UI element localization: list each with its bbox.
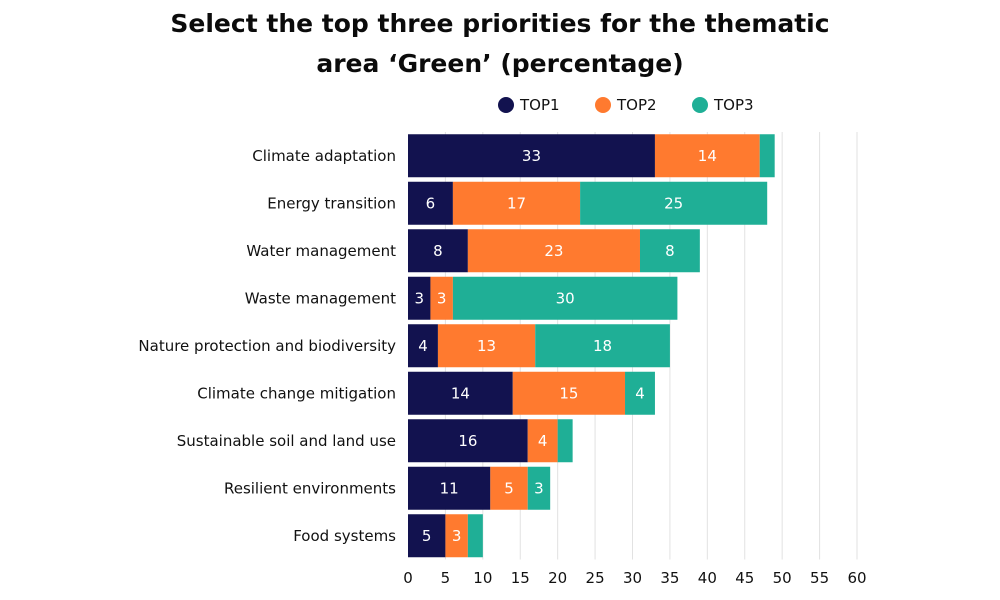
bar-segment-top2	[445, 514, 468, 558]
bar-segment-top1	[408, 371, 513, 415]
bar-segment-top2	[527, 419, 558, 463]
bar-segment-top1	[408, 276, 431, 320]
chart-title-line-1: Select the top three priorities for the …	[170, 9, 830, 38]
x-tick-label: 15	[511, 569, 530, 587]
bar-segment-top2	[654, 134, 760, 178]
data-label: 8	[665, 242, 675, 260]
category-label: Sustainable soil and land use	[177, 432, 396, 450]
bar-segment-top2	[437, 324, 536, 368]
data-label: 18	[593, 337, 612, 355]
data-label: 3	[437, 289, 447, 307]
data-label: 3	[452, 527, 462, 545]
data-label: 33	[522, 147, 541, 165]
bar-segment-top2	[467, 229, 640, 273]
bar-segment-top3	[625, 371, 655, 415]
data-label: 30	[556, 289, 575, 307]
data-label: 23	[544, 242, 563, 260]
category-label: Water management	[246, 242, 396, 260]
category-label: Energy transition	[267, 194, 396, 212]
data-label: 14	[451, 384, 470, 402]
x-tick-label: 50	[773, 569, 792, 587]
category-label: Climate adaptation	[252, 147, 396, 165]
legend-label-top1: TOP1	[519, 96, 560, 114]
legend-marker-top2	[595, 97, 611, 113]
bar-segment-top1	[408, 181, 453, 225]
data-label: 6	[426, 194, 436, 212]
data-label: 16	[458, 432, 477, 450]
bar-segment-top1	[408, 466, 491, 510]
legend-label-top3: TOP3	[713, 96, 754, 114]
category-label: Food systems	[293, 527, 396, 545]
category-label: Resilient environments	[224, 479, 396, 497]
bar-segment-top1	[408, 419, 528, 463]
data-label: 11	[440, 479, 459, 497]
data-label: 3	[534, 479, 544, 497]
chart-title-line-2: area ‘Green’ (percentage)	[316, 49, 684, 78]
x-tick-label: 35	[660, 569, 679, 587]
category-label: Climate change mitigation	[197, 384, 396, 402]
bar-segment-top3	[557, 419, 573, 463]
bar-segment-top2	[512, 371, 626, 415]
bar-segment-top1	[408, 514, 446, 558]
data-label: 5	[504, 479, 514, 497]
x-tick-label: 20	[548, 569, 567, 587]
data-label: 4	[538, 432, 548, 450]
data-label: 14	[698, 147, 717, 165]
bar-segment-top3	[452, 276, 678, 320]
data-label: 4	[418, 337, 428, 355]
bar-segment-top3	[527, 466, 551, 510]
x-tick-label: 55	[810, 569, 829, 587]
bar-segment-top1	[408, 229, 468, 273]
x-axis-ticks: 0 5 10 15 20 25 30 35 40 45 50 55 60	[403, 569, 866, 587]
legend-label-top2: TOP2	[616, 96, 657, 114]
data-label: 3	[414, 289, 424, 307]
bar-segment-top3	[535, 324, 670, 368]
x-tick-label: 30	[623, 569, 642, 587]
x-tick-label: 60	[847, 569, 866, 587]
x-tick-label: 25	[586, 569, 605, 587]
bar-segment-top3	[639, 229, 700, 273]
bar-segment-top3	[467, 514, 483, 558]
category-label: Nature protection and biodiversity	[138, 337, 396, 355]
x-tick-label: 45	[735, 569, 754, 587]
chart-title: Select the top three priorities for the …	[0, 4, 1000, 84]
bar-segment-top3	[759, 134, 775, 178]
x-tick-label: 0	[403, 569, 413, 587]
data-label: 25	[664, 194, 683, 212]
bar-segment-top3	[580, 181, 768, 225]
x-tick-label: 40	[698, 569, 717, 587]
category-label: Waste management	[245, 289, 396, 307]
x-tick-label: 10	[473, 569, 492, 587]
bar-segment-top1	[408, 324, 438, 368]
data-label: 4	[635, 384, 645, 402]
legend-marker-top3	[692, 97, 708, 113]
data-label: 5	[422, 527, 432, 545]
data-label: 13	[477, 337, 496, 355]
x-tick-label: 5	[441, 569, 451, 587]
bar-segment-top2	[490, 466, 528, 510]
data-label: 8	[433, 242, 443, 260]
bar-segment-top1	[408, 134, 655, 178]
data-label: 17	[507, 194, 526, 212]
bar-segment-top2	[452, 181, 581, 225]
bar-segment-top2	[430, 276, 453, 320]
legend-marker-top1	[498, 97, 514, 113]
data-label: 15	[559, 384, 578, 402]
legend: TOP1 TOP2 TOP3	[498, 96, 754, 114]
